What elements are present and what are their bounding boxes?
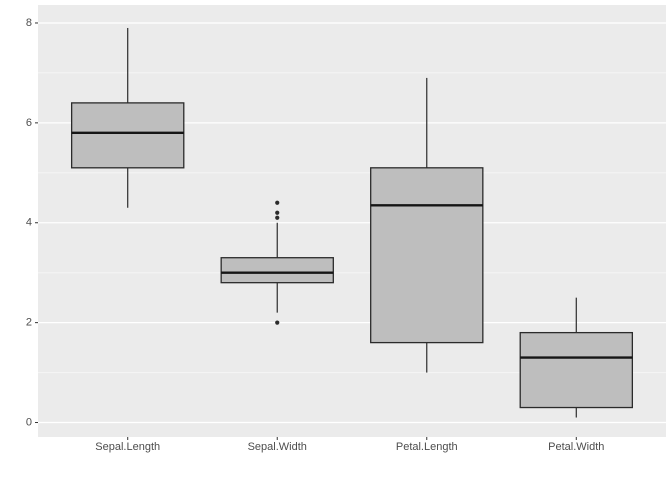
- x-axis-category-label: Sepal.Width: [248, 441, 307, 453]
- outlier-point: [275, 215, 280, 220]
- x-axis-category-label: Petal.Width: [548, 441, 604, 453]
- iqr-box: [519, 331, 634, 409]
- outlier-point: [275, 320, 280, 325]
- y-axis-tick-label: 0: [26, 417, 32, 429]
- iqr-box: [70, 102, 185, 169]
- x-axis-category-label: Sepal.Length: [95, 441, 160, 453]
- y-axis-tick-label: 4: [26, 217, 32, 229]
- x-axis-category-label: Petal.Length: [396, 441, 458, 453]
- y-axis-tick-label: 8: [26, 17, 32, 29]
- outlier-point: [275, 210, 280, 215]
- iqr-box: [370, 167, 484, 344]
- outlier-point: [275, 200, 280, 205]
- y-axis-tick-label: 6: [26, 117, 32, 129]
- iqr-box: [220, 257, 334, 284]
- y-axis-tick-label: 2: [26, 317, 32, 329]
